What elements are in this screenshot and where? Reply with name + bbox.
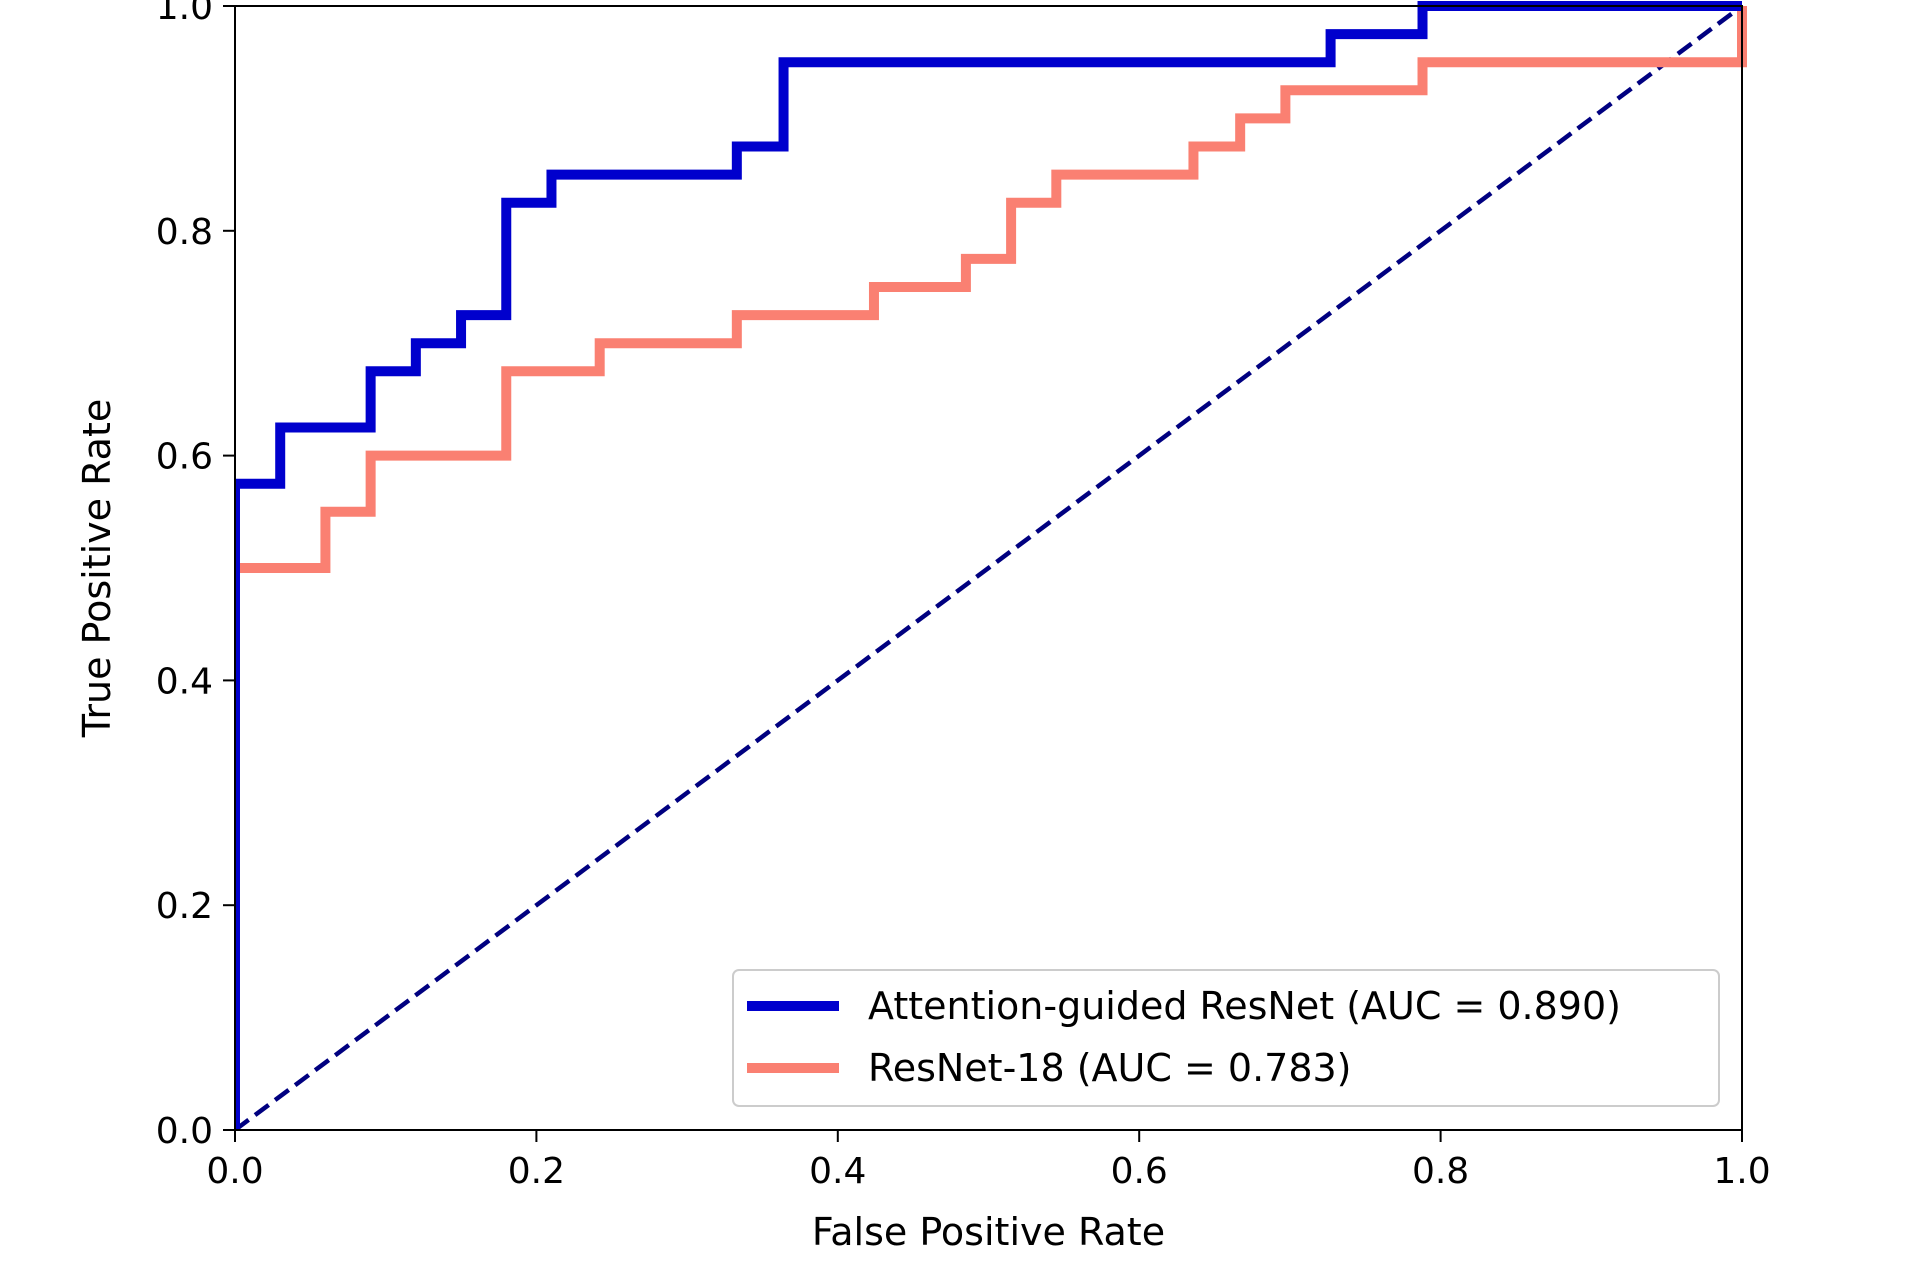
legend-entry-label: ResNet-18 (AUC = 0.783)	[868, 1046, 1352, 1090]
ticks-layer: 0.0 0.2 0.4 0.6 0.8 1.0 0.0 0.2 0.4 0.6 0.8 1.0	[156, 0, 1771, 1192]
x-tick-label: 1.0	[1713, 1151, 1770, 1192]
x-tick-label: 0.4	[809, 1151, 866, 1192]
x-tick-label: 0.8	[1412, 1151, 1469, 1192]
series-layer	[235, 1, 1747, 1130]
x-tick-label: 0.2	[508, 1151, 565, 1192]
legend: Attention-guided ResNet (AUC = 0.890) Res…	[732, 969, 1720, 1107]
y-tick-label: 0.6	[156, 437, 213, 478]
y-axis-label: True Positive Rate	[75, 399, 119, 739]
chance-diagonal-line	[235, 4, 1744, 1130]
x-tick-label: 0.0	[206, 1151, 263, 1192]
x-axis-label: False Positive Rate	[812, 1210, 1165, 1254]
plot-frame	[234, 5, 1743, 1131]
legend-box	[732, 969, 1720, 1107]
y-tick-label: 0.4	[156, 661, 213, 702]
series-line-resnet18	[235, 6, 1747, 1130]
y-tick-label: 0.8	[156, 212, 213, 253]
y-tick-label: 1.0	[156, 0, 213, 28]
y-tick-label: 0.2	[156, 886, 213, 927]
series-line-attention-resnet	[235, 1, 1742, 1130]
x-tick-label: 0.6	[1111, 1151, 1168, 1192]
legend-entry-label: Attention-guided ResNet (AUC = 0.890)	[868, 984, 1621, 1028]
y-tick-label: 0.0	[156, 1111, 213, 1152]
